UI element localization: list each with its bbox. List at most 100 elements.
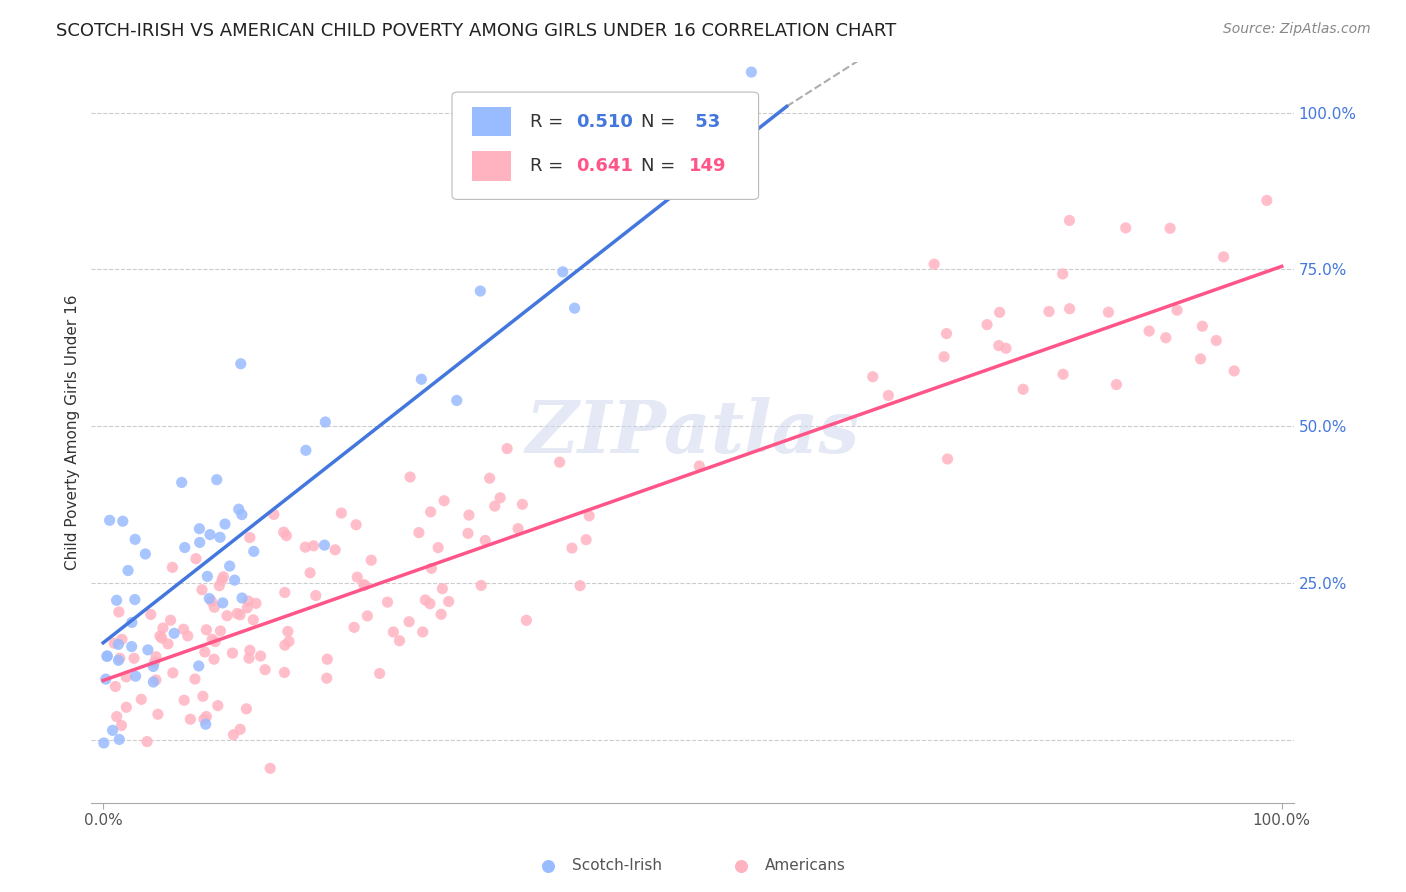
Point	[415, 593, 437, 607]
Point	[470, 578, 492, 592]
Point	[152, 621, 174, 635]
Point	[229, 357, 252, 371]
Point	[343, 620, 366, 634]
Text: 0.510: 0.510	[576, 112, 633, 130]
Point	[238, 594, 260, 608]
Point	[198, 527, 221, 541]
Point	[353, 578, 375, 592]
Point	[115, 670, 138, 684]
Point	[420, 561, 443, 575]
Point	[124, 592, 146, 607]
Point	[728, 786, 751, 800]
Text: 0.641: 0.641	[576, 157, 633, 175]
Point	[222, 728, 245, 742]
Point	[214, 516, 236, 531]
Y-axis label: Child Poverty Among Girls Under 16: Child Poverty Among Girls Under 16	[65, 295, 80, 570]
Point	[295, 443, 318, 458]
Point	[259, 761, 281, 775]
Point	[987, 338, 1010, 352]
Text: R =: R =	[530, 112, 569, 130]
Point	[1212, 250, 1234, 264]
Point	[94, 672, 117, 686]
Point	[218, 559, 240, 574]
Point	[107, 637, 129, 651]
Point	[121, 615, 143, 630]
Point	[344, 517, 367, 532]
Point	[1205, 334, 1227, 348]
Point	[976, 318, 998, 332]
Point	[740, 40, 762, 54]
Point	[139, 607, 162, 622]
Point	[294, 540, 316, 554]
Point	[564, 301, 586, 315]
Point	[740, 65, 762, 79]
Point	[430, 607, 453, 622]
Point	[224, 573, 246, 587]
Point	[146, 707, 169, 722]
Point	[399, 470, 422, 484]
Point	[145, 673, 167, 687]
Point	[496, 442, 519, 456]
Point	[1059, 301, 1081, 316]
Point	[226, 607, 249, 621]
Point	[163, 626, 186, 640]
Point	[1256, 194, 1278, 208]
Point	[398, 615, 420, 629]
Point	[249, 648, 271, 663]
Point	[110, 718, 132, 732]
Point	[242, 544, 264, 558]
Point	[195, 623, 218, 637]
Point	[162, 560, 184, 574]
Point	[408, 525, 430, 540]
FancyBboxPatch shape	[451, 92, 759, 200]
Point	[419, 597, 441, 611]
Point	[1223, 364, 1246, 378]
Point	[143, 655, 166, 669]
Point	[221, 646, 243, 660]
Point	[105, 709, 128, 723]
Point	[131, 692, 153, 706]
Point	[111, 632, 134, 647]
Point	[98, 513, 121, 527]
Point	[115, 700, 138, 714]
Point	[305, 589, 328, 603]
Point	[121, 640, 143, 654]
Point	[273, 665, 295, 680]
Point	[208, 579, 231, 593]
Point	[412, 624, 434, 639]
Point	[1097, 305, 1119, 319]
Point	[108, 732, 131, 747]
Text: Scotch-Irish: Scotch-Irish	[572, 858, 662, 873]
Point	[432, 582, 454, 596]
Point	[195, 709, 218, 723]
Point	[238, 651, 260, 665]
Point	[173, 541, 195, 555]
Point	[1115, 220, 1137, 235]
Point	[231, 591, 253, 605]
Point	[862, 369, 884, 384]
Point	[191, 690, 214, 704]
Point	[179, 712, 201, 726]
Point	[209, 624, 232, 638]
Point	[575, 533, 598, 547]
Text: SCOTCH-IRISH VS AMERICAN CHILD POVERTY AMONG GIRLS UNDER 16 CORRELATION CHART: SCOTCH-IRISH VS AMERICAN CHILD POVERTY A…	[56, 22, 897, 40]
Point	[194, 645, 217, 659]
Point	[446, 393, 468, 408]
Point	[173, 693, 195, 707]
Point	[922, 257, 945, 271]
Point	[145, 649, 167, 664]
Point	[932, 350, 955, 364]
Point	[274, 638, 297, 652]
Point	[411, 372, 433, 386]
Point	[437, 594, 460, 608]
Point	[156, 637, 179, 651]
Point	[512, 497, 534, 511]
Point	[1137, 324, 1160, 338]
Point	[124, 669, 146, 683]
Point	[170, 475, 193, 490]
Point	[578, 508, 600, 523]
Point	[688, 458, 710, 473]
Point	[353, 578, 375, 592]
Point	[1154, 331, 1177, 345]
Point	[1159, 221, 1181, 235]
